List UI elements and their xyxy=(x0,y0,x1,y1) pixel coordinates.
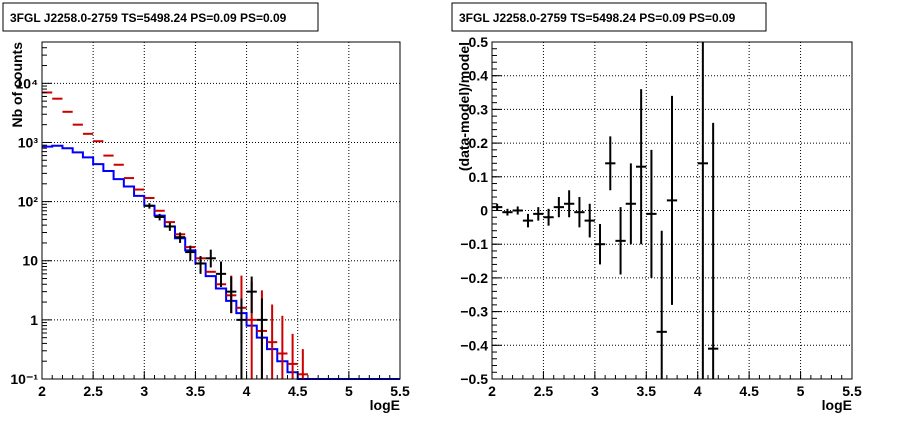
data-point xyxy=(256,298,268,379)
y-tick-label: 0.1 xyxy=(469,169,489,185)
data-point xyxy=(533,207,544,221)
residual-panel: 2 2.5 3 3.5 4 4.5 5 5.5 −0.5 −0.4 −0.3 −0.2 −0.1 0 0.1… xyxy=(451,2,862,413)
data-point xyxy=(708,122,719,379)
model-point xyxy=(277,315,288,379)
data-point xyxy=(697,42,708,379)
data-point xyxy=(154,213,165,221)
x-tick-label: 2.5 xyxy=(534,383,554,399)
data-point xyxy=(646,149,657,278)
y-tick-label: 0.3 xyxy=(469,101,489,117)
data-point xyxy=(564,190,575,218)
y-tick-label: −0.4 xyxy=(460,337,488,353)
y-tick-label: 0.2 xyxy=(469,135,489,151)
x-tick-label: 3 xyxy=(140,383,148,399)
data-point xyxy=(174,232,186,243)
data-point xyxy=(656,230,667,379)
chart-title: 3FGL J2258.0-2759 TS=5498.24 PS=0.09 PS=… xyxy=(459,11,736,25)
data-point xyxy=(246,276,257,314)
data-point xyxy=(543,208,554,226)
counts-panel: 2 2.5 3 3.5 4 4.5 5 5.5 10⁻¹ 1 10 10² 10³ 10⁴ 3FGL J2… xyxy=(2,2,410,413)
model-point xyxy=(287,333,298,379)
x-axis-title: logE xyxy=(822,397,852,413)
data-point xyxy=(512,206,523,215)
data-point xyxy=(553,197,564,218)
x-tick-label: 4.5 xyxy=(288,383,308,399)
y-tick-label: 1 xyxy=(30,312,38,328)
y-tick-label: 10² xyxy=(18,194,39,210)
x-tick-label: 4.5 xyxy=(739,383,759,399)
title-box xyxy=(451,2,767,32)
x-tick-label: 5.5 xyxy=(390,383,410,399)
data-point xyxy=(666,95,678,305)
plot-frame xyxy=(41,41,401,380)
x-tick-label: 5.5 xyxy=(842,383,862,399)
data-point xyxy=(574,197,585,228)
y-axis-title: Nb of counts xyxy=(9,42,25,128)
data-point xyxy=(215,261,227,287)
x-tick-label: 5 xyxy=(345,383,353,399)
x-tick-label: 5 xyxy=(797,383,805,399)
y-tick-label: 10 xyxy=(22,253,38,269)
y-tick-label: 10⁴ xyxy=(16,75,39,91)
chart-title: 3FGL J2258.0-2759 TS=5498.24 PS=0.09 PS=… xyxy=(10,11,287,25)
data-point xyxy=(522,213,534,228)
data-point xyxy=(144,203,155,209)
x-tick-label: 2.5 xyxy=(83,383,103,399)
data-point xyxy=(584,203,595,238)
y-tick-label: 0 xyxy=(480,203,488,219)
data-point xyxy=(502,208,513,216)
title-box xyxy=(2,2,319,32)
data-point xyxy=(185,245,196,261)
x-tick-label: 3.5 xyxy=(186,383,206,399)
data-point xyxy=(205,249,216,268)
y-tick-label: 10³ xyxy=(18,134,39,150)
y-tick-label: 0.4 xyxy=(469,68,489,84)
data-point xyxy=(615,207,626,275)
data-point xyxy=(594,223,606,265)
y-tick-label: −0.1 xyxy=(460,236,488,252)
data-point xyxy=(636,89,647,245)
x-tick-label: 3 xyxy=(591,383,599,399)
x-tick-label: 2 xyxy=(38,383,46,399)
y-tick-label: 10⁻¹ xyxy=(10,371,38,387)
data-point xyxy=(195,256,206,274)
y-tick-label: 0.5 xyxy=(469,34,489,50)
data-point xyxy=(236,298,247,379)
y-tick-label: −0.5 xyxy=(460,371,488,387)
x-axis-title: logE xyxy=(370,397,400,413)
data-point xyxy=(164,222,175,231)
model-point xyxy=(267,304,278,379)
x-tick-label: 4 xyxy=(243,383,251,399)
model-point xyxy=(297,349,308,379)
y-axis-title: (data-model)/model xyxy=(456,42,472,171)
data-point xyxy=(605,136,616,191)
y-tick-label: −0.2 xyxy=(460,270,488,286)
data-point xyxy=(625,163,636,245)
data-point xyxy=(226,276,237,314)
x-tick-label: 4 xyxy=(694,383,702,399)
data-point xyxy=(492,203,503,211)
x-tick-label: 3.5 xyxy=(637,383,657,399)
x-tick-label: 2 xyxy=(488,383,496,399)
y-tick-label: −0.3 xyxy=(460,304,488,320)
